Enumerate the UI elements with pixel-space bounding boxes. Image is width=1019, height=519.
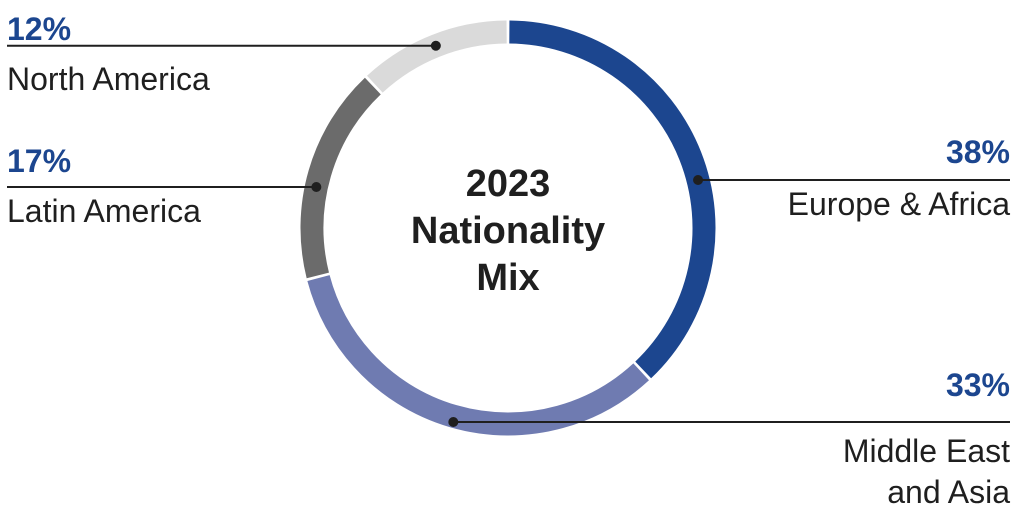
slice-value-label-0: 38% [946,134,1010,170]
donut-slice-0 [509,20,716,379]
slice-category-label-3-0: North America [7,61,210,97]
donut-slice-1 [307,275,649,436]
slice-labels: 38% Europe & Africa 33% Middle East and Asia… [7,11,1010,510]
donut-slice-2 [300,77,381,279]
center-title-line-3: Mix [476,257,539,299]
center-title: 2023 Nationality Mix [411,163,605,299]
slice-value-label-1: 33% [946,367,1010,403]
leader-dot-0 [693,175,704,185]
slice-category-label-2-0: Latin America [7,193,201,229]
slice-value-label-2: 17% [7,143,71,179]
slice-category-label-0-0: Europe & Africa [788,186,1011,222]
leader-dot-1 [448,417,459,427]
leader-lines [7,40,1010,427]
center-title-line-1: 2023 [466,163,551,205]
slice-category-label-1-0: Middle East [843,433,1010,469]
center-title-line-2: Nationality [411,210,605,252]
donut-slice-3 [367,20,507,93]
slice-value-label-3: 12% [7,11,71,47]
slice-category-label-1-1: and Asia [887,474,1010,510]
leader-dot-2 [311,182,322,192]
donut-ring [300,20,716,436]
leader-dot-3 [430,40,441,51]
